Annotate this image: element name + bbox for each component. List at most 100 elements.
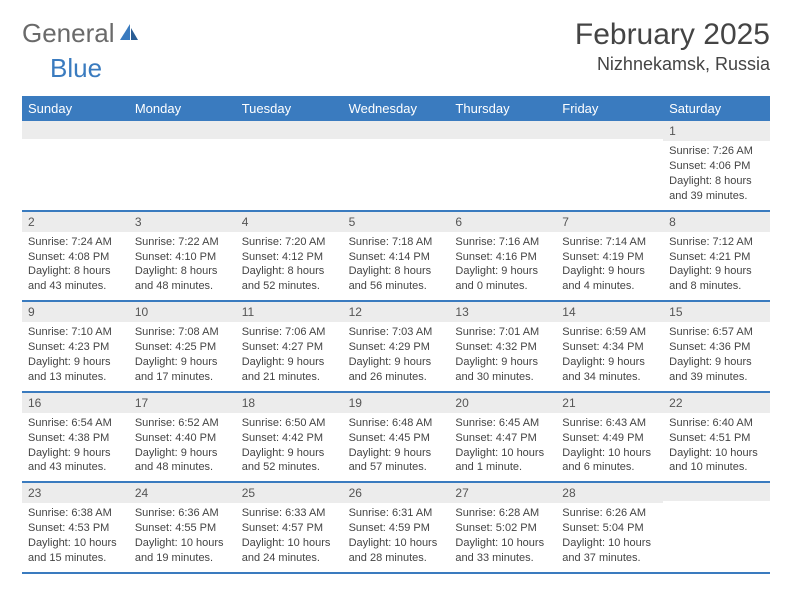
calendar-week: 9Sunrise: 7:10 AMSunset: 4:23 PMDaylight…	[22, 302, 770, 393]
sunrise-text: Sunrise: 6:57 AM	[669, 325, 764, 340]
sail-icon	[118, 18, 140, 49]
sunset-text: Sunset: 4:59 PM	[349, 521, 444, 536]
calendar-cell: 17 Sunrise: 6:52 AMSunset: 4:40 PMDayligh…	[129, 393, 236, 482]
sunset-text: Sunset: 4:55 PM	[135, 521, 230, 536]
calendar-cell: 4Sunrise: 7:20 AMSunset: 4:12 PMDaylight…	[236, 212, 343, 301]
sunrise-text: Sunrise: 6:54 AM	[28, 416, 123, 431]
calendar-cell	[449, 121, 556, 210]
calendar-cell: 10Sunrise: 7:08 AMSunset: 4:25 PMDayligh…	[129, 302, 236, 391]
calendar-cell: 12Sunrise: 7:03 AMSunset: 4:29 PMDayligh…	[343, 302, 450, 391]
calendar-cell: 9Sunrise: 7:10 AMSunset: 4:23 PMDaylight…	[22, 302, 129, 391]
daylight-text: Daylight: 9 hours and 48 minutes.	[135, 446, 230, 476]
calendar-cell	[343, 121, 450, 210]
calendar-cell: 7Sunrise: 7:14 AMSunset: 4:19 PMDaylight…	[556, 212, 663, 301]
calendar-body: 1Sunrise: 7:26 AMSunset: 4:06 PMDaylight…	[22, 121, 770, 574]
calendar-cell: 22Sunrise: 6:40 AMSunset: 4:51 PMDayligh…	[663, 393, 770, 482]
calendar-day-header: Sunday Monday Tuesday Wednesday Thursday…	[22, 96, 770, 121]
daylight-text: Daylight: 10 hours and 6 minutes.	[562, 446, 657, 476]
day-number: 7	[556, 212, 663, 232]
sunrise-text: Sunrise: 7:08 AM	[135, 325, 230, 340]
daylight-text: Daylight: 9 hours and 26 minutes.	[349, 355, 444, 385]
sunset-text: Sunset: 4:34 PM	[562, 340, 657, 355]
daylight-text: Daylight: 9 hours and 4 minutes.	[562, 264, 657, 294]
daylight-text: Daylight: 9 hours and 39 minutes.	[669, 355, 764, 385]
sunset-text: Sunset: 5:02 PM	[455, 521, 550, 536]
day-header-fri: Friday	[556, 96, 663, 121]
day-number: 17	[129, 393, 236, 413]
sunset-text: Sunset: 4:36 PM	[669, 340, 764, 355]
sunrise-text: Sunrise: 7:24 AM	[28, 235, 123, 250]
sunset-text: Sunset: 4:27 PM	[242, 340, 337, 355]
day-header-sat: Saturday	[663, 96, 770, 121]
calendar-cell: 3Sunrise: 7:22 AMSunset: 4:10 PMDaylight…	[129, 212, 236, 301]
sunset-text: Sunset: 4:49 PM	[562, 431, 657, 446]
day-number: 24	[129, 483, 236, 503]
day-number: 6	[449, 212, 556, 232]
day-number: 20	[449, 393, 556, 413]
daylight-text: Daylight: 8 hours and 39 minutes.	[669, 174, 764, 204]
calendar-week: 2Sunrise: 7:24 AMSunset: 4:08 PMDaylight…	[22, 212, 770, 303]
day-number: 28	[556, 483, 663, 503]
sunrise-text: Sunrise: 6:45 AM	[455, 416, 550, 431]
sunrise-text: Sunrise: 6:48 AM	[349, 416, 444, 431]
day-number	[236, 121, 343, 139]
sunset-text: Sunset: 4:10 PM	[135, 250, 230, 265]
calendar-cell	[556, 121, 663, 210]
day-number: 19	[343, 393, 450, 413]
day-number: 15	[663, 302, 770, 322]
sunset-text: Sunset: 4:53 PM	[28, 521, 123, 536]
day-number: 12	[343, 302, 450, 322]
day-number: 3	[129, 212, 236, 232]
sunrise-text: Sunrise: 6:52 AM	[135, 416, 230, 431]
sunrise-text: Sunrise: 7:10 AM	[28, 325, 123, 340]
brand-text-blue: Blue	[50, 53, 102, 84]
calendar-week: 23Sunrise: 6:38 AMSunset: 4:53 PMDayligh…	[22, 483, 770, 574]
sunrise-text: Sunrise: 7:06 AM	[242, 325, 337, 340]
calendar-cell: 28Sunrise: 6:26 AMSunset: 5:04 PMDayligh…	[556, 483, 663, 572]
sunset-text: Sunset: 4:45 PM	[349, 431, 444, 446]
sunset-text: Sunset: 4:40 PM	[135, 431, 230, 446]
calendar-cell: 26Sunrise: 6:31 AMSunset: 4:59 PMDayligh…	[343, 483, 450, 572]
calendar-cell: 15 Sunrise: 6:57 AMSunset: 4:36 PMDayligh…	[663, 302, 770, 391]
day-number: 8	[663, 212, 770, 232]
daylight-text: Daylight: 9 hours and 52 minutes.	[242, 446, 337, 476]
calendar-cell: 5Sunrise: 7:18 AMSunset: 4:14 PMDaylight…	[343, 212, 450, 301]
sunset-text: Sunset: 5:04 PM	[562, 521, 657, 536]
sunrise-text: Sunrise: 7:16 AM	[455, 235, 550, 250]
calendar-cell	[236, 121, 343, 210]
daylight-text: Daylight: 8 hours and 52 minutes.	[242, 264, 337, 294]
brand-text-general: General	[22, 18, 115, 49]
sunset-text: Sunset: 4:06 PM	[669, 159, 764, 174]
calendar-cell: 13Sunrise: 7:01 AMSunset: 4:32 PMDayligh…	[449, 302, 556, 391]
sunset-text: Sunset: 4:14 PM	[349, 250, 444, 265]
calendar-week: 16Sunrise: 6:54 AMSunset: 4:38 PMDayligh…	[22, 393, 770, 484]
sunrise-text: Sunrise: 6:28 AM	[455, 506, 550, 521]
calendar-cell: 6Sunrise: 7:16 AMSunset: 4:16 PMDaylight…	[449, 212, 556, 301]
sunrise-text: Sunrise: 6:59 AM	[562, 325, 657, 340]
sunset-text: Sunset: 4:57 PM	[242, 521, 337, 536]
day-number: 23	[22, 483, 129, 503]
day-number: 22	[663, 393, 770, 413]
daylight-text: Daylight: 8 hours and 43 minutes.	[28, 264, 123, 294]
sunrise-text: Sunrise: 7:18 AM	[349, 235, 444, 250]
day-number: 25	[236, 483, 343, 503]
day-number	[22, 121, 129, 139]
calendar: Sunday Monday Tuesday Wednesday Thursday…	[22, 96, 770, 574]
sunrise-text: Sunrise: 7:20 AM	[242, 235, 337, 250]
page-title: February 2025	[575, 18, 770, 52]
calendar-cell	[663, 483, 770, 572]
sunset-text: Sunset: 4:47 PM	[455, 431, 550, 446]
sunset-text: Sunset: 4:51 PM	[669, 431, 764, 446]
calendar-cell: 2Sunrise: 7:24 AMSunset: 4:08 PMDaylight…	[22, 212, 129, 301]
day-number	[449, 121, 556, 139]
title-block: February 2025 Nizhnekamsk, Russia	[575, 18, 770, 75]
sunrise-text: Sunrise: 7:22 AM	[135, 235, 230, 250]
daylight-text: Daylight: 9 hours and 57 minutes.	[349, 446, 444, 476]
daylight-text: Daylight: 9 hours and 0 minutes.	[455, 264, 550, 294]
calendar-week: 1Sunrise: 7:26 AMSunset: 4:06 PMDaylight…	[22, 121, 770, 212]
daylight-text: Daylight: 10 hours and 37 minutes.	[562, 536, 657, 566]
calendar-cell: 23Sunrise: 6:38 AMSunset: 4:53 PMDayligh…	[22, 483, 129, 572]
daylight-text: Daylight: 10 hours and 15 minutes.	[28, 536, 123, 566]
calendar-cell	[129, 121, 236, 210]
calendar-cell: 21Sunrise: 6:43 AMSunset: 4:49 PMDayligh…	[556, 393, 663, 482]
